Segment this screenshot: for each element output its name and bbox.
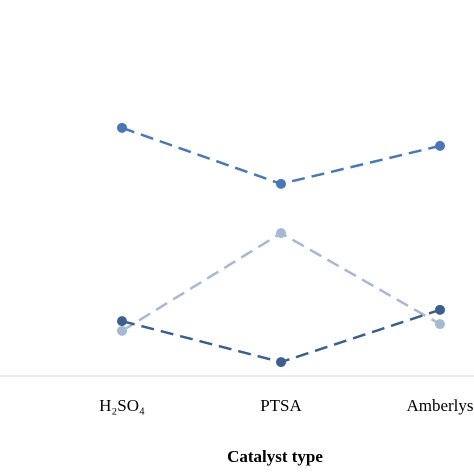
x-axis-title: Catalyst type [227, 447, 323, 466]
x-tick-label: H₂SO₄ [99, 396, 145, 415]
series-line [121, 126, 441, 186]
point [117, 325, 127, 336]
point [276, 178, 286, 189]
point [435, 319, 445, 330]
x-tick-label: Amberlys [406, 396, 473, 415]
point [117, 122, 127, 133]
series-line [121, 231, 441, 332]
point [276, 357, 286, 368]
point [435, 140, 445, 151]
x-tick-label: PTSA [260, 396, 302, 415]
series-line [121, 308, 441, 364]
point [276, 228, 286, 239]
point [435, 304, 445, 315]
point [117, 316, 127, 327]
